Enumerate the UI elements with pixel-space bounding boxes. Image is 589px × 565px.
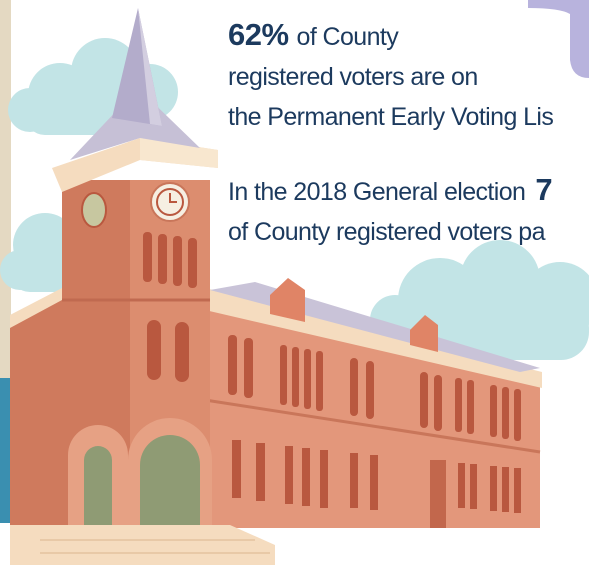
door (140, 435, 200, 525)
text-line: the Permanent Early Voting Lis (228, 103, 553, 131)
text-line: In the 2018 General election 7 (228, 172, 552, 207)
infographic: 62% of County registered voters are on th… (0, 0, 589, 565)
text-line: registered voters are on (228, 63, 478, 91)
stat-line: 62% of County (228, 17, 399, 52)
stat: 7 (535, 172, 552, 207)
left-strip-blue (0, 378, 11, 523)
page: {"infographic": { "early_voting": {"stat… (0, 0, 589, 565)
corner-shape (528, 0, 589, 78)
stat: 62% (228, 17, 289, 52)
left-strip (0, 0, 11, 378)
text: In the 2018 General election (228, 178, 525, 206)
door (84, 446, 112, 525)
text-line: of County registered voters pa (228, 218, 546, 246)
clock-side (82, 193, 106, 227)
side-wing (10, 295, 62, 525)
steps (10, 525, 275, 565)
text: of County (297, 23, 400, 51)
